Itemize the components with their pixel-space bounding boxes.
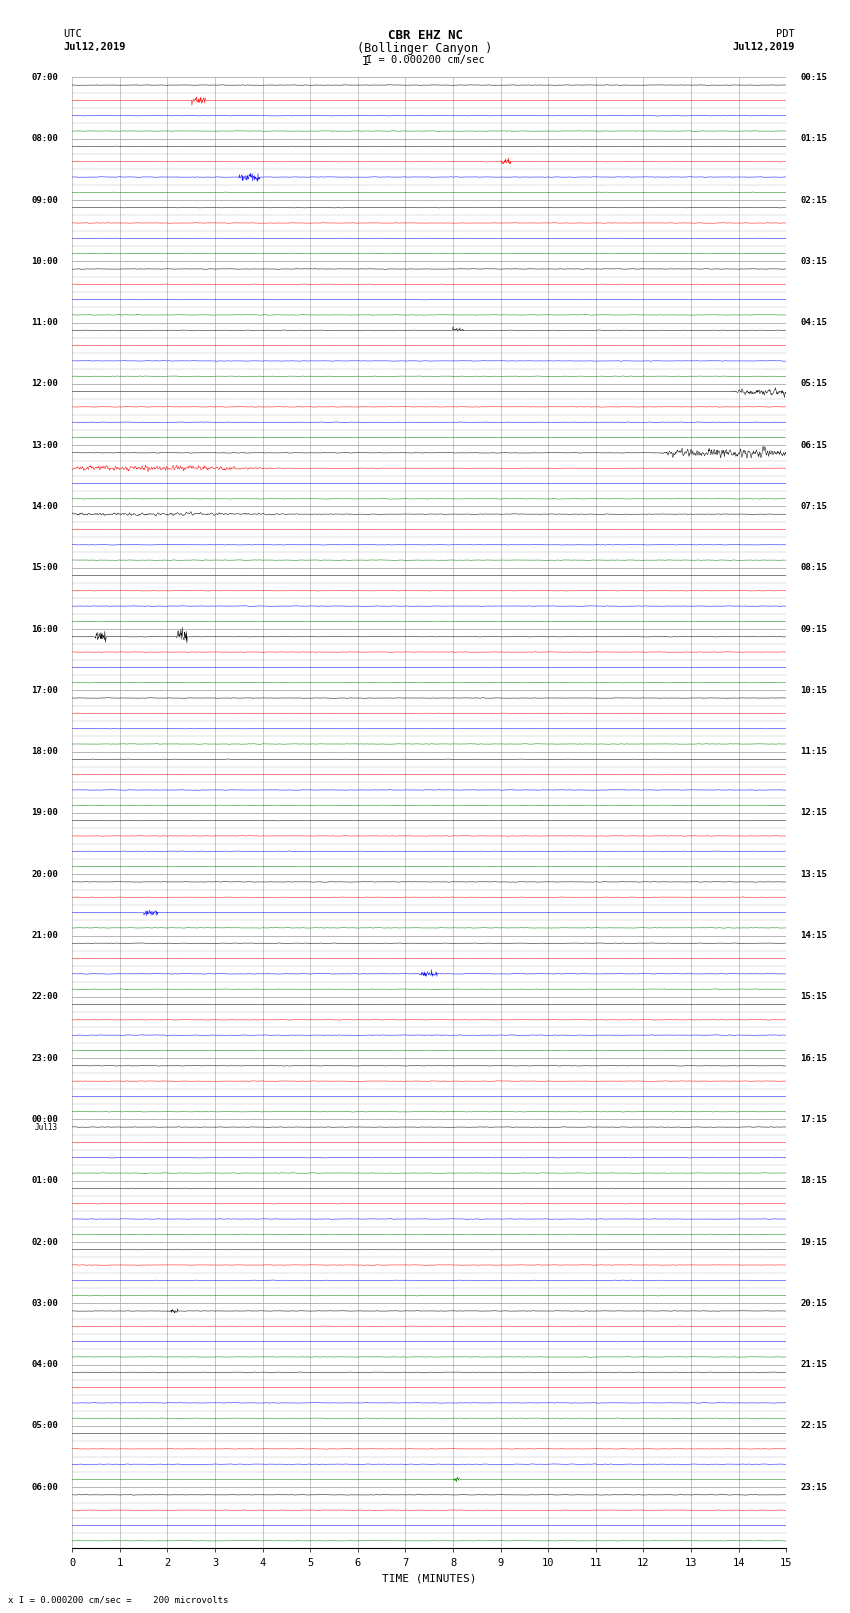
Text: 16:15: 16:15 <box>801 1053 827 1063</box>
Text: 03:00: 03:00 <box>31 1298 58 1308</box>
Text: 21:15: 21:15 <box>801 1360 827 1369</box>
Text: 16:00: 16:00 <box>31 624 58 634</box>
Text: 05:15: 05:15 <box>801 379 827 389</box>
Text: Jul13: Jul13 <box>35 1123 58 1132</box>
Text: I: I <box>362 55 369 68</box>
Text: 10:15: 10:15 <box>801 686 827 695</box>
Text: 09:15: 09:15 <box>801 624 827 634</box>
Text: 12:15: 12:15 <box>801 808 827 818</box>
Text: 15:00: 15:00 <box>31 563 58 573</box>
Text: 00:00: 00:00 <box>31 1115 58 1124</box>
Text: 04:00: 04:00 <box>31 1360 58 1369</box>
Text: 02:15: 02:15 <box>801 195 827 205</box>
Text: 02:00: 02:00 <box>31 1237 58 1247</box>
Text: 17:15: 17:15 <box>801 1115 827 1124</box>
Text: 07:15: 07:15 <box>801 502 827 511</box>
Text: UTC: UTC <box>64 29 82 39</box>
Text: 12:00: 12:00 <box>31 379 58 389</box>
Text: 15:15: 15:15 <box>801 992 827 1002</box>
Text: 05:00: 05:00 <box>31 1421 58 1431</box>
Text: 08:15: 08:15 <box>801 563 827 573</box>
Text: 06:15: 06:15 <box>801 440 827 450</box>
Text: x I = 0.000200 cm/sec =    200 microvolts: x I = 0.000200 cm/sec = 200 microvolts <box>8 1595 229 1605</box>
Text: 14:00: 14:00 <box>31 502 58 511</box>
Text: 23:15: 23:15 <box>801 1482 827 1492</box>
Text: (Bollinger Canyon ): (Bollinger Canyon ) <box>357 42 493 55</box>
Text: 21:00: 21:00 <box>31 931 58 940</box>
Text: 19:15: 19:15 <box>801 1237 827 1247</box>
X-axis label: TIME (MINUTES): TIME (MINUTES) <box>382 1573 477 1582</box>
Text: 10:00: 10:00 <box>31 256 58 266</box>
Text: 09:00: 09:00 <box>31 195 58 205</box>
Text: 20:00: 20:00 <box>31 869 58 879</box>
Text: 18:15: 18:15 <box>801 1176 827 1186</box>
Text: 01:15: 01:15 <box>801 134 827 144</box>
Text: 00:15: 00:15 <box>801 73 827 82</box>
Text: PDT: PDT <box>776 29 795 39</box>
Text: 14:15: 14:15 <box>801 931 827 940</box>
Text: 22:00: 22:00 <box>31 992 58 1002</box>
Text: 17:00: 17:00 <box>31 686 58 695</box>
Text: CBR EHZ NC: CBR EHZ NC <box>388 29 462 42</box>
Text: 22:15: 22:15 <box>801 1421 827 1431</box>
Text: 08:00: 08:00 <box>31 134 58 144</box>
Text: 20:15: 20:15 <box>801 1298 827 1308</box>
Text: 03:15: 03:15 <box>801 256 827 266</box>
Text: 23:00: 23:00 <box>31 1053 58 1063</box>
Text: 13:15: 13:15 <box>801 869 827 879</box>
Text: 01:00: 01:00 <box>31 1176 58 1186</box>
Text: 04:15: 04:15 <box>801 318 827 327</box>
Text: 07:00: 07:00 <box>31 73 58 82</box>
Text: 06:00: 06:00 <box>31 1482 58 1492</box>
Text: I = 0.000200 cm/sec: I = 0.000200 cm/sec <box>366 55 484 65</box>
Text: 13:00: 13:00 <box>31 440 58 450</box>
Text: 18:00: 18:00 <box>31 747 58 756</box>
Text: 11:15: 11:15 <box>801 747 827 756</box>
Text: 11:00: 11:00 <box>31 318 58 327</box>
Text: Jul12,2019: Jul12,2019 <box>64 42 127 52</box>
Text: Jul12,2019: Jul12,2019 <box>732 42 795 52</box>
Text: 19:00: 19:00 <box>31 808 58 818</box>
